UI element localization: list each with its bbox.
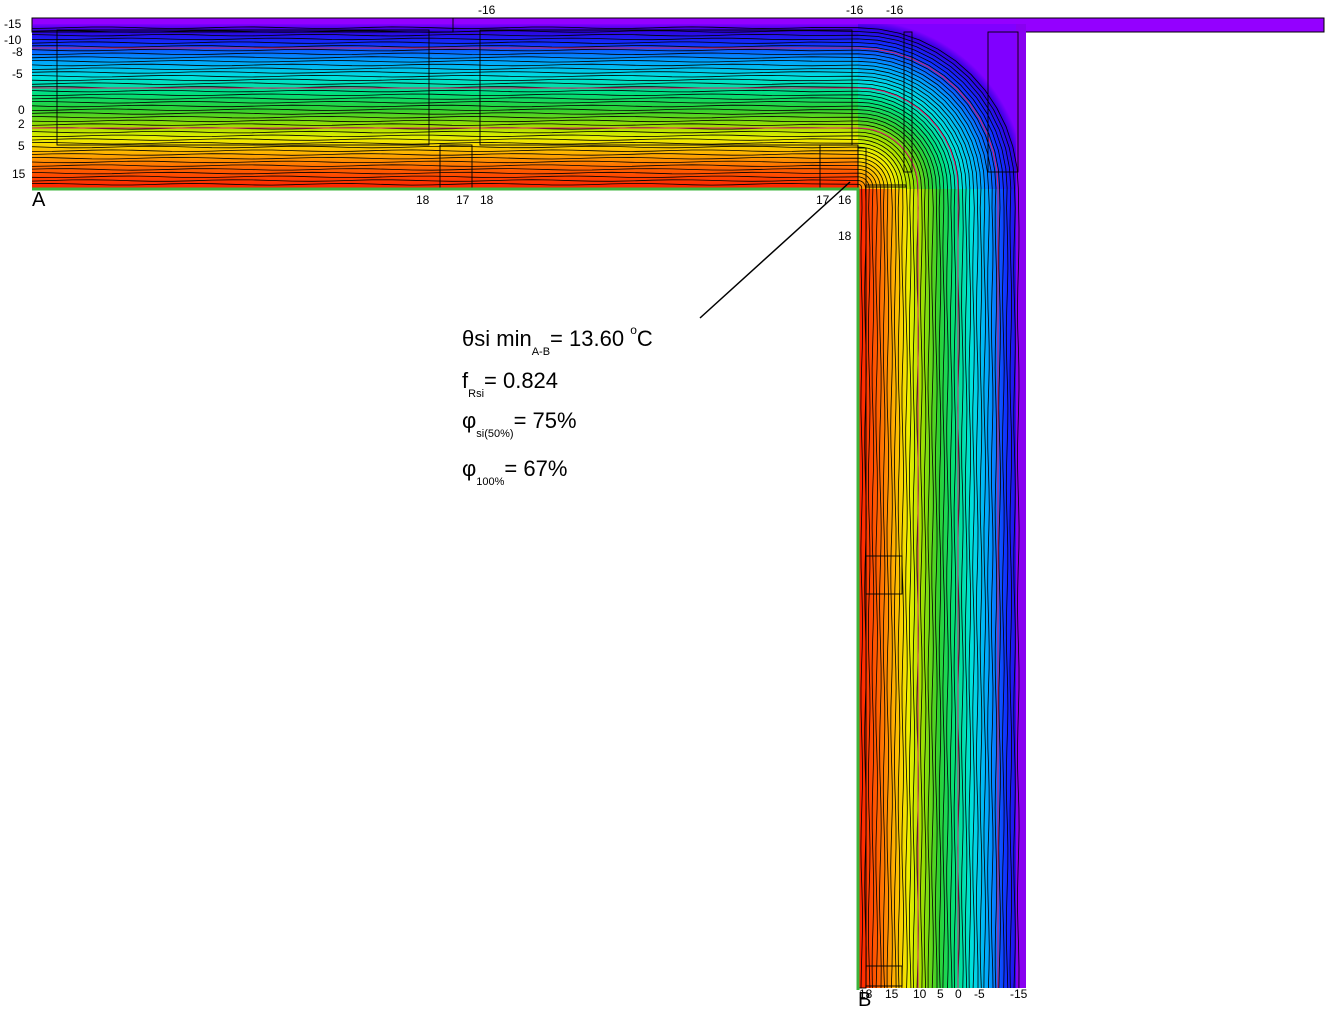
construction-outlines xyxy=(31,17,1019,989)
isotherm-line xyxy=(31,97,949,989)
isotherm-line xyxy=(31,183,863,989)
scale-label-left: -8 xyxy=(12,45,23,59)
scale-label-bottom: -5 xyxy=(974,987,985,1001)
isotherm-line xyxy=(31,119,927,989)
isotherm-line xyxy=(31,171,875,989)
isotherm-line xyxy=(31,179,867,989)
isotherm-line xyxy=(31,123,923,989)
red-isotherm-line xyxy=(32,127,919,988)
red-isotherm-line xyxy=(32,47,999,988)
scale-label-left: -15 xyxy=(4,17,22,31)
isotherm-line xyxy=(31,101,945,989)
isotherm-line xyxy=(31,134,912,989)
isotherm-line xyxy=(31,112,934,989)
isotherm-line xyxy=(31,93,953,989)
isotherm-line xyxy=(31,48,998,989)
red-isotherms xyxy=(32,47,999,988)
point-a-label: A xyxy=(32,189,46,211)
isotherm-line xyxy=(31,104,942,989)
isotherm-line xyxy=(31,145,901,989)
isotherm-line xyxy=(31,30,1016,989)
top-label: -16 xyxy=(846,3,864,17)
isotherm-line xyxy=(31,156,890,988)
isotherm-line xyxy=(31,168,878,989)
leader-line xyxy=(699,181,851,319)
scale-label-left: 15 xyxy=(12,167,26,181)
scale-label-left: -5 xyxy=(12,67,23,81)
isotherm-line xyxy=(31,37,1009,989)
scale-label-left: 5 xyxy=(18,139,25,153)
isotherm-line xyxy=(31,33,1013,989)
scale-label-bottom: -15 xyxy=(1010,987,1028,1001)
isotherm-line xyxy=(31,67,979,988)
phi-si50-result: φsi(50%)= 75% xyxy=(462,408,577,440)
scale-label-bottom: 15 xyxy=(885,987,899,1001)
isotherm-line xyxy=(31,63,983,989)
surface-label: 17 xyxy=(456,193,470,207)
isotherm-line xyxy=(31,74,972,989)
top-label: -16 xyxy=(886,3,904,17)
isotherm-lines xyxy=(31,26,1020,989)
surface-label: 18 xyxy=(416,193,430,207)
isotherm-line xyxy=(31,45,1001,989)
f-rsi-result: fRsi= 0.824 xyxy=(462,368,559,400)
theta-si-min-result: θsi minA-B= 13.60 oC xyxy=(462,323,653,358)
isotherm-line xyxy=(31,56,990,989)
surface-label: 17 xyxy=(816,193,830,207)
scale-label-bottom: 10 xyxy=(913,987,927,1001)
scale-label-left: 2 xyxy=(18,117,25,131)
isotherm-line xyxy=(31,41,1005,989)
surface-label: 16 xyxy=(838,193,852,207)
isotherm-line xyxy=(31,78,968,989)
scale-label-left: 0 xyxy=(18,103,25,117)
red-isotherm-line xyxy=(32,87,959,988)
isotherm-line xyxy=(31,175,871,989)
surface-label: 18 xyxy=(480,193,494,207)
isotherm-line xyxy=(31,130,916,989)
isotherm-line xyxy=(31,138,908,989)
scale-label-left: -10 xyxy=(4,33,22,47)
isotherm-line xyxy=(31,153,893,989)
isotherm-line xyxy=(31,89,957,989)
scale-label-bottom: 0 xyxy=(955,987,962,1001)
point-b-label: B xyxy=(858,989,872,1011)
isotherm-line xyxy=(31,142,904,989)
isotherm-line xyxy=(31,82,964,989)
corner-label: 18 xyxy=(838,229,852,243)
top-label: -16 xyxy=(478,3,496,17)
isotherm-line xyxy=(31,115,931,988)
scale-label-bottom: 18 xyxy=(859,987,873,1001)
isotherm-line xyxy=(31,71,975,989)
horizontal-slab xyxy=(32,24,858,189)
isotherm-line xyxy=(31,108,938,988)
isotherm-line xyxy=(31,149,897,989)
isotherm-line xyxy=(31,164,882,989)
isotherm-line xyxy=(31,26,1020,989)
phi-100-result: φ100%= 67% xyxy=(462,456,568,488)
isotherm-line xyxy=(31,86,960,989)
isotherm-line xyxy=(31,160,886,989)
isotherm-line xyxy=(31,52,994,989)
vertical-wall xyxy=(858,188,1026,988)
scale-label-bottom: 5 xyxy=(937,987,944,1001)
isotherm-line xyxy=(31,60,986,989)
interior-surface-line xyxy=(32,187,860,990)
isotherm-line xyxy=(31,127,919,989)
